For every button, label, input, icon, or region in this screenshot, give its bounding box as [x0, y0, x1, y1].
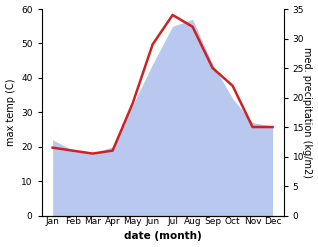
X-axis label: date (month): date (month)	[124, 231, 202, 242]
Y-axis label: med. precipitation (kg/m2): med. precipitation (kg/m2)	[302, 47, 313, 178]
Y-axis label: max temp (C): max temp (C)	[5, 79, 16, 146]
